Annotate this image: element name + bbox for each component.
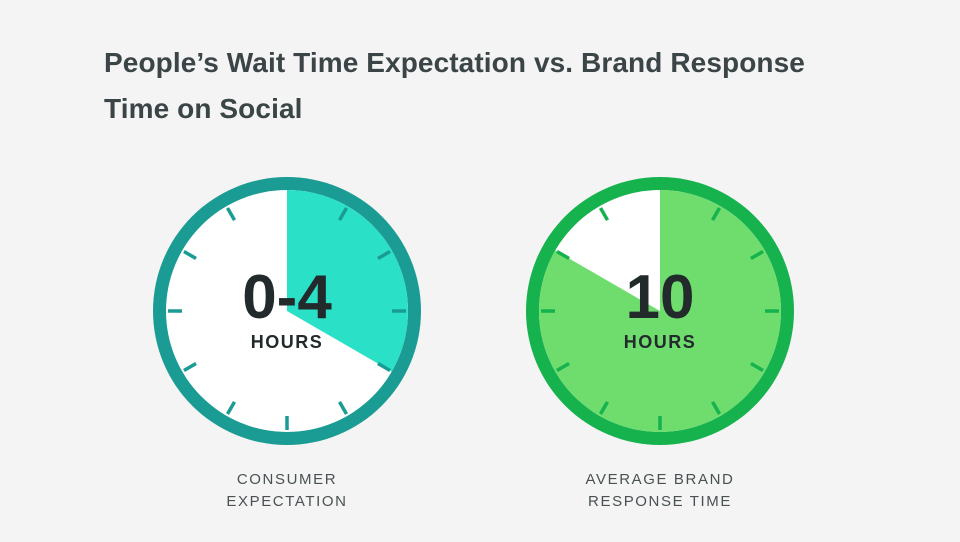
chart-title-line-1: People’s Wait Time Expectation vs. Brand… — [104, 47, 805, 78]
caption-line: AVERAGE BRAND — [585, 471, 735, 488]
caption-consumer-expectation: CONSUMER EXPECTATION — [147, 469, 427, 513]
clock-tick — [225, 401, 237, 415]
clock-tick — [750, 361, 764, 373]
clock-filled-wedge — [539, 189, 781, 432]
clock-tick — [377, 361, 391, 373]
clock-unit-label: HOURS — [251, 332, 324, 352]
clock-value-label: 0-4 — [242, 263, 332, 332]
chart-title: People’s Wait Time Expectation vs. Brand… — [104, 40, 884, 132]
clock-tick — [556, 361, 570, 373]
clock-tick — [183, 249, 197, 261]
caption-line: EXPECTATION — [226, 493, 348, 510]
clock-tick — [337, 401, 349, 415]
clock-tick — [750, 249, 764, 261]
clock-tick — [225, 207, 237, 221]
chart-title-line-2: Time on Social — [104, 93, 303, 124]
clock-filled-wedge — [287, 190, 408, 372]
caption-line: RESPONSE TIME — [588, 493, 732, 510]
caption-line: CONSUMER — [236, 471, 338, 488]
clock-tick — [710, 401, 722, 415]
clock-unit-label: HOURS — [624, 332, 697, 352]
clock-tick — [598, 401, 610, 415]
clock-value-label: 10 — [626, 263, 695, 332]
clock-tick — [183, 361, 197, 373]
clock-tick — [337, 207, 349, 221]
clock-tick — [598, 207, 610, 221]
clock-tick — [710, 207, 722, 221]
clock-tick — [377, 249, 391, 261]
caption-average-brand-response-time: AVERAGE BRAND RESPONSE TIME — [520, 469, 800, 513]
clock-tick — [556, 249, 570, 261]
